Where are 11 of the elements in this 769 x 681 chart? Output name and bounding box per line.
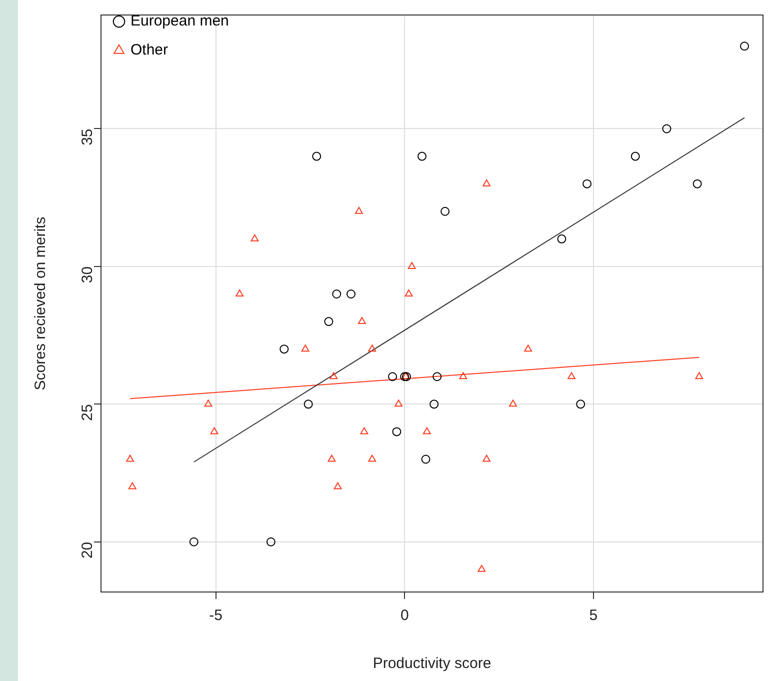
legend-label: Other [130,42,168,59]
legend-label: European men [130,12,229,30]
x-tick-label: 5 [589,607,598,624]
y-tick-label: 30 [79,266,96,284]
x-tick-label: 0 [400,607,409,624]
y-tick-label: 35 [79,128,96,146]
y-axis-title: Scores recieved on merits [32,216,50,390]
x-axis-title: Productivity score [372,655,492,672]
y-tick-label: 25 [79,404,96,421]
y-tick-label: 20 [79,542,96,559]
x-tick-label: -5 [209,607,222,624]
